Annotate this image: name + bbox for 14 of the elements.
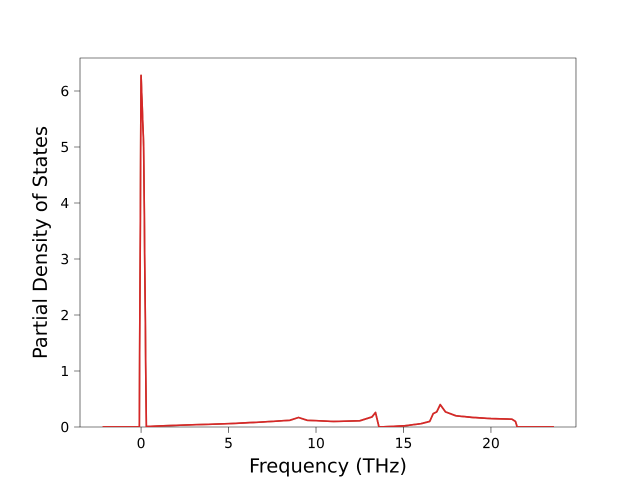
- x-tick-label: 5: [225, 438, 232, 448]
- y-tick-label: 3: [61, 254, 68, 264]
- y-tick-label: 0: [61, 422, 68, 432]
- x-tick-label: 10: [308, 438, 324, 448]
- y-tick-label: 6: [61, 86, 68, 96]
- x-tick-label: 15: [396, 438, 412, 448]
- y-axis-title: Partial Density of States: [32, 126, 51, 358]
- x-tick-label: 0: [138, 438, 145, 448]
- x-axis-title: Frequency (THz): [250, 458, 406, 477]
- x-tick-label: 20: [483, 438, 499, 448]
- y-tick-label: 5: [61, 142, 68, 152]
- y-tick-label: 4: [61, 198, 68, 208]
- y-tick-label: 1: [62, 366, 68, 376]
- y-tick-label: 2: [61, 310, 68, 320]
